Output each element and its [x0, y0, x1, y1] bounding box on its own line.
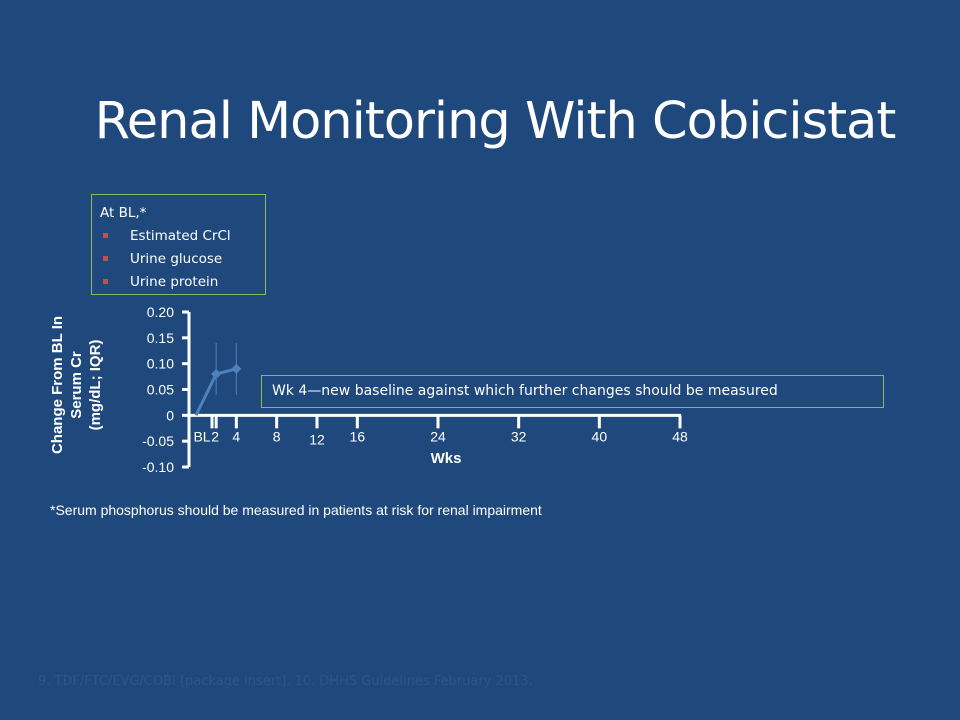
y-tick-label: 0.20 [147, 304, 174, 320]
x-tick-label: 24 [430, 428, 446, 444]
square-bullet-icon [103, 256, 108, 261]
y-tick-label: 0.05 [147, 382, 174, 398]
y-tick-label: 0 [166, 407, 174, 423]
x-tick-label: 32 [511, 428, 527, 444]
x-tick-label: BL [193, 428, 210, 444]
list-item: Urine protein [100, 271, 265, 294]
square-bullet-icon [103, 233, 108, 238]
x-tick-label: 2 [211, 428, 219, 444]
y-axis-label-line-1: Change From BL In [49, 316, 66, 454]
x-tick-label: 12 [309, 431, 325, 447]
y-tick-label: 0.15 [147, 330, 174, 346]
baseline-tests-box: At BL,* Estimated CrCl Urine glucose Uri… [91, 194, 266, 295]
footnote: *Serum phosphorus should be measured in … [50, 502, 542, 518]
baseline-tests-heading: At BL,* [100, 205, 147, 221]
list-item: Urine glucose [100, 248, 265, 271]
x-axis-label: Wks [431, 450, 462, 467]
data-point [211, 369, 222, 379]
x-tick-label: 48 [672, 428, 688, 444]
slide-title: Renal Monitoring With Cobicistat [94, 92, 897, 151]
x-tick-label: 16 [350, 428, 366, 444]
list-item: Estimated CrCl [100, 225, 265, 248]
y-tick-label: -0.10 [142, 459, 174, 475]
y-tick-label: 0.10 [147, 356, 174, 372]
data-point [231, 363, 242, 374]
week4-baseline-callout: Wk 4—new baseline against which further … [261, 375, 884, 408]
y-tick-label: -0.05 [142, 433, 174, 449]
square-bullet-icon [103, 279, 108, 284]
x-tick-label: 4 [232, 428, 240, 444]
x-tick-label: 40 [592, 428, 608, 444]
y-axis-label: Change From BL In Serum Cr (mg/dL; IQR) [34, 300, 134, 470]
x-tick-label: 8 [273, 428, 281, 444]
y-axis-label-line-3: (mg/dL; IQR) [87, 340, 104, 431]
baseline-tests-list: Estimated CrCl Urine glucose Urine prote… [100, 225, 265, 294]
chart-marks [194, 343, 242, 416]
references: 9. TDF/FTC/EVG/COBI [package insert]. 10… [38, 674, 533, 689]
y-axis-label-line-2: Serum Cr [68, 351, 85, 419]
